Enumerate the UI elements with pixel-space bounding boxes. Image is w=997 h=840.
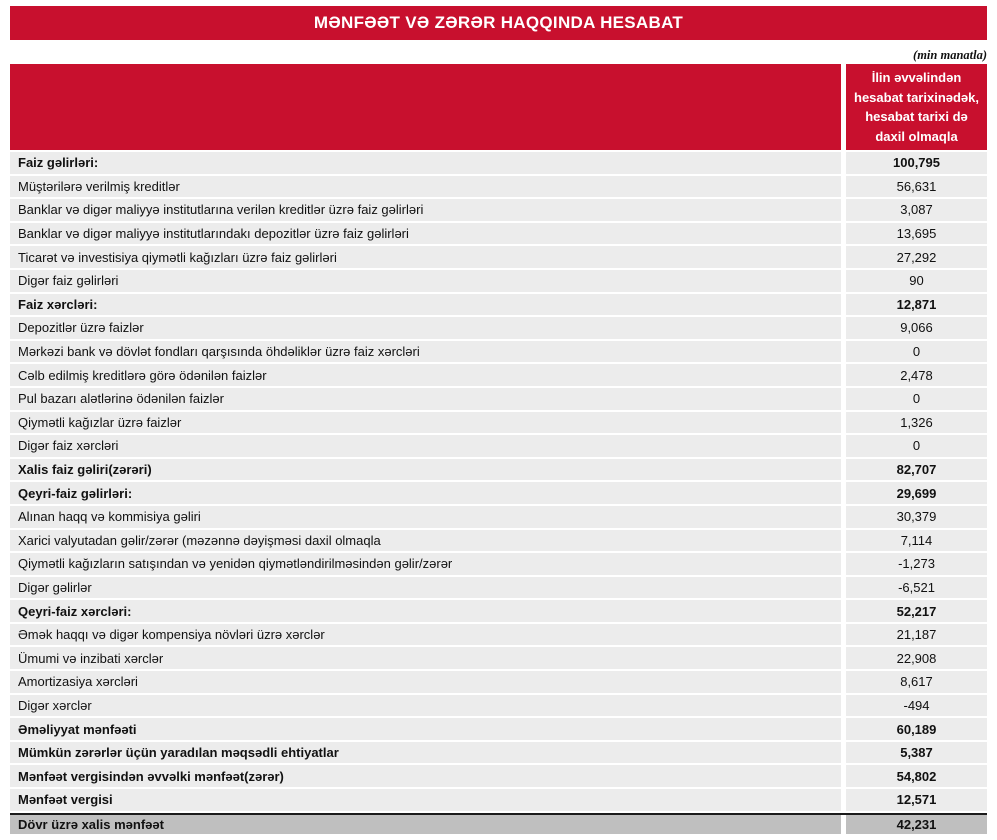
table-row: Əmək haqqı və digər kompensiya növləri ü… bbox=[10, 623, 987, 646]
row-label: Digər faiz gəlirləri bbox=[10, 269, 841, 292]
row-value: 27,292 bbox=[846, 246, 987, 268]
report-title: MƏNFƏƏT VƏ ZƏRƏR HAQQINDA HESABAT bbox=[10, 6, 987, 40]
row-label: Mənfəət vergisi bbox=[10, 789, 841, 811]
row-value: 0 bbox=[846, 387, 987, 410]
table-row: Qeyri-faiz gəlirləri: 29,699 bbox=[10, 482, 987, 504]
row-value: 0 bbox=[846, 435, 987, 457]
row-value: 90 bbox=[846, 269, 987, 292]
row-label: Cəlb edilmiş kreditlərə görə ödənilən fa… bbox=[10, 364, 841, 386]
table-row: Depozitlər üzrə faizlər 9,066 bbox=[10, 317, 987, 339]
row-value: 82,707 bbox=[846, 458, 987, 481]
table-row: Digər faiz xərcləri 0 bbox=[10, 435, 987, 457]
row-label: Əməliyyat mənfəəti bbox=[10, 718, 841, 740]
table-row: Mümkün zərərlər üçün yaradılan məqsədli … bbox=[10, 741, 987, 764]
table-row: Digər gəlirlər -6,521 bbox=[10, 576, 987, 599]
table-row: Qeyri-faiz xərcləri: 52,217 bbox=[10, 600, 987, 622]
row-label: Xalis faiz gəliri(zərəri) bbox=[10, 458, 841, 481]
row-value: 100,795 bbox=[846, 152, 987, 174]
row-value: 54,802 bbox=[846, 765, 987, 788]
row-value: 22,908 bbox=[846, 647, 987, 670]
row-value: -494 bbox=[846, 694, 987, 717]
row-value: 12,871 bbox=[846, 293, 987, 316]
row-label: Banklar və digər maliyyə institutlarına … bbox=[10, 199, 841, 221]
table-header-row: İlin əvvəlindən hesabat tarixinədək, hes… bbox=[10, 64, 987, 150]
row-label: Qeyri-faiz xərcləri: bbox=[10, 600, 841, 622]
row-label: Əmək haqqı və digər kompensiya növləri ü… bbox=[10, 623, 841, 646]
row-label: Mümkün zərərlər üçün yaradılan məqsədli … bbox=[10, 741, 841, 764]
table-row: Faiz xərcləri: 12,871 bbox=[10, 293, 987, 316]
row-value: 12,571 bbox=[846, 789, 987, 811]
row-label: Pul bazarı alətlərinə ödənilən faizlər bbox=[10, 387, 841, 410]
row-value: 8,617 bbox=[846, 671, 987, 693]
table-row: Mənfəət vergisindən əvvəlki mənfəət(zərə… bbox=[10, 765, 987, 788]
row-value: 42,231 bbox=[846, 814, 987, 835]
table-row: Alınan haqq və kommisiya gəliri 30,379 bbox=[10, 505, 987, 528]
table-body: Faiz gəlirləri: 100,795 Müştərilərə veri… bbox=[10, 152, 987, 835]
row-label: Müştərilərə verilmiş kreditlər bbox=[10, 175, 841, 198]
row-label: Qiymətli kağızların satışından və yenidə… bbox=[10, 553, 841, 575]
row-label: Digər xərclər bbox=[10, 694, 841, 717]
row-label: Qeyri-faiz gəlirləri: bbox=[10, 482, 841, 504]
row-label: Mərkəzi bank və dövlət fondları qarşısın… bbox=[10, 340, 841, 363]
table-row: Mənfəət vergisi 12,571 bbox=[10, 789, 987, 811]
header-label-cell bbox=[10, 64, 841, 150]
row-label: Faiz xərcləri: bbox=[10, 293, 841, 316]
row-label: Depozitlər üzrə faizlər bbox=[10, 317, 841, 339]
row-label: Xarici valyutadan gəlir/zərər (məzənnə d… bbox=[10, 529, 841, 552]
row-value: 13,695 bbox=[846, 222, 987, 245]
row-value: 1,326 bbox=[846, 411, 987, 434]
table-row: Digər xərclər -494 bbox=[10, 694, 987, 717]
row-value: 21,187 bbox=[846, 623, 987, 646]
unit-note: (min manatla) bbox=[913, 48, 987, 62]
row-label: Digər gəlirlər bbox=[10, 576, 841, 599]
row-value: 7,114 bbox=[846, 529, 987, 552]
table-row: Pul bazarı alətlərinə ödənilən faizlər 0 bbox=[10, 387, 987, 410]
pnl-table: İlin əvvəlindən hesabat tarixinədək, hes… bbox=[10, 64, 987, 835]
row-value: 56,631 bbox=[846, 175, 987, 198]
row-value: 5,387 bbox=[846, 741, 987, 764]
table-row: Ticarət və investisiya qiymətli kağızlar… bbox=[10, 246, 987, 268]
table-row: Xarici valyutadan gəlir/zərər (məzənnə d… bbox=[10, 529, 987, 552]
table-row: Amortizasiya xərcləri 8,617 bbox=[10, 671, 987, 693]
table-row: Qiymətli kağızların satışından və yenidə… bbox=[10, 553, 987, 575]
row-value: -1,273 bbox=[846, 553, 987, 575]
row-value: 52,217 bbox=[846, 600, 987, 622]
row-label: Dövr üzrə xalis mənfəət bbox=[10, 814, 841, 835]
table-row: Faiz gəlirləri: 100,795 bbox=[10, 152, 987, 174]
table-row: Banklar və digər maliyyə institutlarına … bbox=[10, 199, 987, 221]
table-row: Xalis faiz gəliri(zərəri) 82,707 bbox=[10, 458, 987, 481]
table-row: Banklar və digər maliyyə institutlarında… bbox=[10, 222, 987, 245]
table-row: Cəlb edilmiş kreditlərə görə ödənilən fa… bbox=[10, 364, 987, 386]
row-label: Banklar və digər maliyyə institutlarında… bbox=[10, 222, 841, 245]
row-label: Faiz gəlirləri: bbox=[10, 152, 841, 174]
row-label: Mənfəət vergisindən əvvəlki mənfəət(zərə… bbox=[10, 765, 841, 788]
row-value: 2,478 bbox=[846, 364, 987, 386]
table-row: Əməliyyat mənfəəti 60,189 bbox=[10, 718, 987, 740]
table-row: Müştərilərə verilmiş kreditlər 56,631 bbox=[10, 175, 987, 198]
row-label: Qiymətli kağızlar üzrə faizlər bbox=[10, 411, 841, 434]
row-value: 3,087 bbox=[846, 199, 987, 221]
row-label: Ümumi və inzibati xərclər bbox=[10, 647, 841, 670]
row-value: 29,699 bbox=[846, 482, 987, 504]
row-value: 9,066 bbox=[846, 317, 987, 339]
table-row: Mərkəzi bank və dövlət fondları qarşısın… bbox=[10, 340, 987, 363]
row-value: 60,189 bbox=[846, 718, 987, 740]
table-row: Dövr üzrə xalis mənfəət 42,231 bbox=[10, 812, 987, 835]
row-value: 30,379 bbox=[846, 505, 987, 528]
table-row: Digər faiz gəlirləri 90 bbox=[10, 269, 987, 292]
row-value: -6,521 bbox=[846, 576, 987, 599]
row-label: Digər faiz xərcləri bbox=[10, 435, 841, 457]
row-label: Amortizasiya xərcləri bbox=[10, 671, 841, 693]
row-label: Alınan haqq və kommisiya gəliri bbox=[10, 505, 841, 528]
table-row: Ümumi və inzibati xərclər 22,908 bbox=[10, 647, 987, 670]
table-row: Qiymətli kağızlar üzrə faizlər 1,326 bbox=[10, 411, 987, 434]
row-label: Ticarət və investisiya qiymətli kağızlar… bbox=[10, 246, 841, 268]
header-value-cell: İlin əvvəlindən hesabat tarixinədək, hes… bbox=[846, 64, 987, 150]
row-value: 0 bbox=[846, 340, 987, 363]
